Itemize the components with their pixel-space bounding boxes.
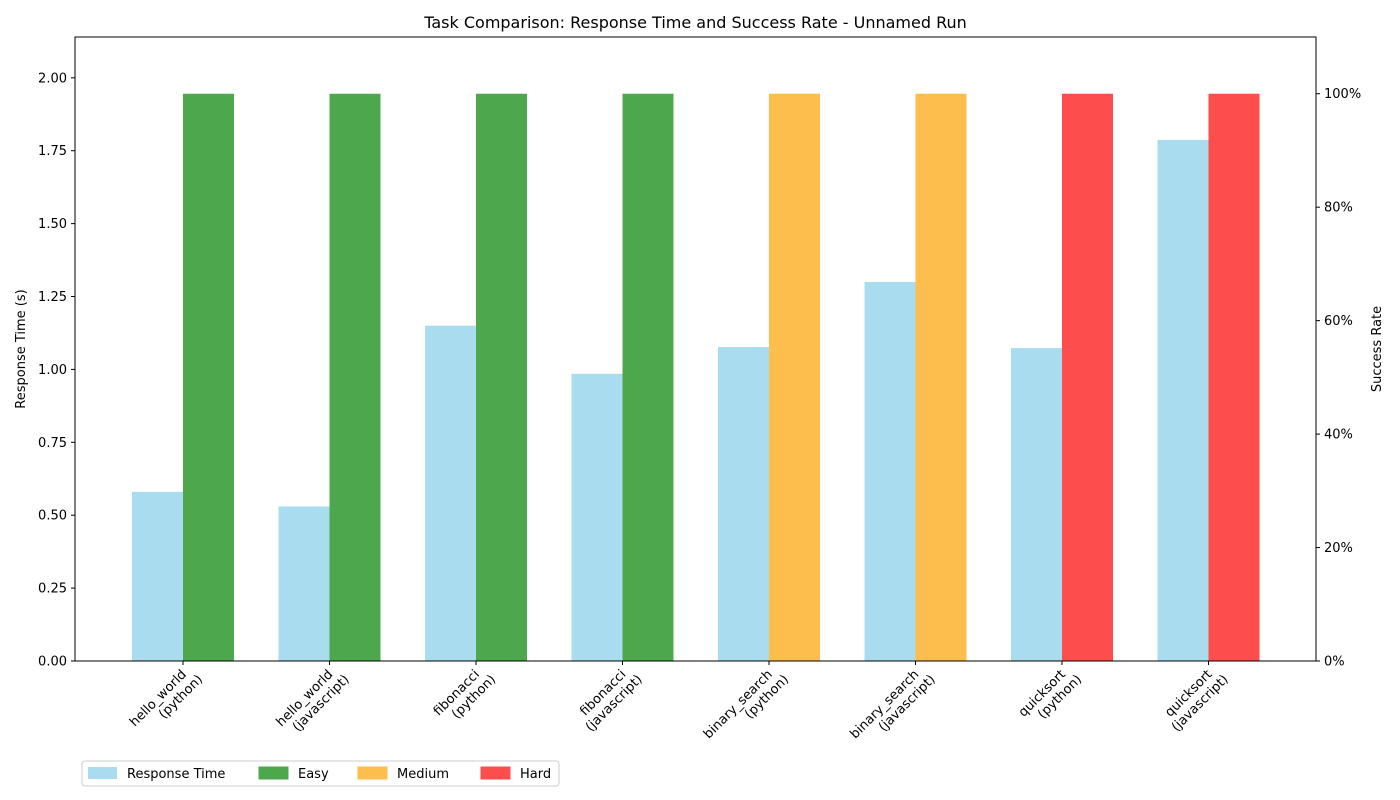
x-tick-label: hello_world(python) xyxy=(127,662,206,741)
chart-title: Task Comparison: Response Time and Succe… xyxy=(423,13,967,32)
legend-label: Medium xyxy=(397,767,449,782)
y-tick-label: 0.75 xyxy=(38,436,67,451)
response-time-bar xyxy=(1011,348,1062,661)
y-tick-label: 1.50 xyxy=(38,217,67,232)
success-rate-bar xyxy=(183,93,234,661)
y2-tick-label: 0% xyxy=(1324,655,1345,670)
legend-box xyxy=(81,760,560,787)
x-tick-label: binary_search(python) xyxy=(701,662,792,753)
legend-swatch xyxy=(88,767,117,779)
legend-swatch xyxy=(357,766,388,780)
y-tick-label: 1.25 xyxy=(38,290,67,305)
x-tick-label: fibonacci(javascript) xyxy=(572,662,645,735)
plot-frame xyxy=(74,36,1317,662)
y-axis-left: 0.00 0.25 0.50 0.75 1.00 1.25 1.50 1.75 2.00 xyxy=(38,71,75,670)
legend-label: Easy xyxy=(298,767,329,782)
plot-border xyxy=(74,36,1317,662)
y-tick-label: 0.25 xyxy=(38,582,67,597)
success-rate-bar xyxy=(769,93,820,661)
y2-tick-label: 80% xyxy=(1324,201,1353,216)
response-time-bar xyxy=(571,373,623,661)
x-tick-label: quicksort(javascript) xyxy=(1158,662,1231,735)
y-axis-label: Response Time (s) xyxy=(14,289,29,408)
y-tick-label: 0.50 xyxy=(38,509,67,524)
success-rate-bar xyxy=(1208,93,1260,661)
response-time-bar xyxy=(1157,139,1209,661)
success-rate-bar xyxy=(329,93,381,661)
x-tick-label: hello_world(javascript) xyxy=(274,662,353,741)
success-rate-bar xyxy=(1062,93,1113,661)
x-axis: hello_world(python) hello_world(javascrip… xyxy=(127,661,1232,753)
response-time-bar xyxy=(132,491,183,661)
legend: Response Time Easy Medium Hard xyxy=(81,760,560,787)
y2-tick-label: 100% xyxy=(1324,87,1361,102)
y2-tick-label: 60% xyxy=(1324,314,1353,329)
y-tick-label: 1.75 xyxy=(38,144,67,159)
legend-swatch xyxy=(258,766,289,780)
legend-swatch xyxy=(480,766,511,780)
legend-label: Response Time xyxy=(127,767,225,782)
response-time-bar xyxy=(278,506,330,661)
success-rate-bar xyxy=(915,93,967,661)
response-time-bar xyxy=(718,346,769,661)
y2-axis-label: Success Rate xyxy=(1370,306,1385,392)
x-tick-label: fibonacci(python) xyxy=(431,662,499,730)
bars-layer xyxy=(132,93,1260,661)
x-tick-label: quicksort(python) xyxy=(1016,662,1085,731)
response-time-bar xyxy=(425,325,476,661)
y2-tick-label: 20% xyxy=(1324,541,1353,556)
y-tick-label: 2.00 xyxy=(38,71,67,86)
y-tick-label: 1.00 xyxy=(38,363,67,378)
y-tick-label: 0.00 xyxy=(38,655,67,670)
success-rate-bar xyxy=(622,93,674,661)
x-tick-label: binary_search(javascript) xyxy=(848,662,939,753)
success-rate-bar xyxy=(476,93,527,661)
y2-tick-label: 40% xyxy=(1324,428,1353,443)
legend-label: Hard xyxy=(520,767,551,782)
y-axis-right: 0% 20% 40% 60% 80% 100% xyxy=(1316,87,1361,670)
response-time-bar xyxy=(864,281,916,661)
